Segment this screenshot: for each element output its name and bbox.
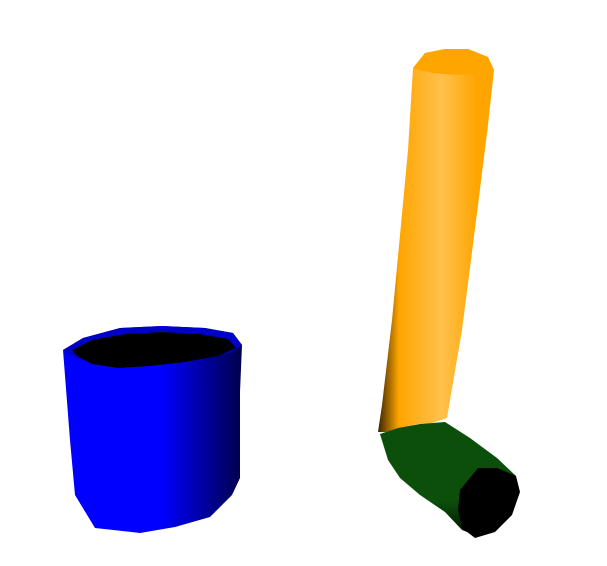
orange-tube — [378, 49, 494, 432]
blue-cylinder-body — [63, 326, 242, 533]
blue-cylinder-interior — [72, 332, 236, 368]
blue-cylinder — [63, 326, 242, 533]
orange-tube-top-cap — [413, 49, 494, 75]
green-tube — [380, 422, 520, 538]
orange-tube-body — [378, 49, 494, 432]
green-tube-end-cap — [458, 468, 520, 538]
